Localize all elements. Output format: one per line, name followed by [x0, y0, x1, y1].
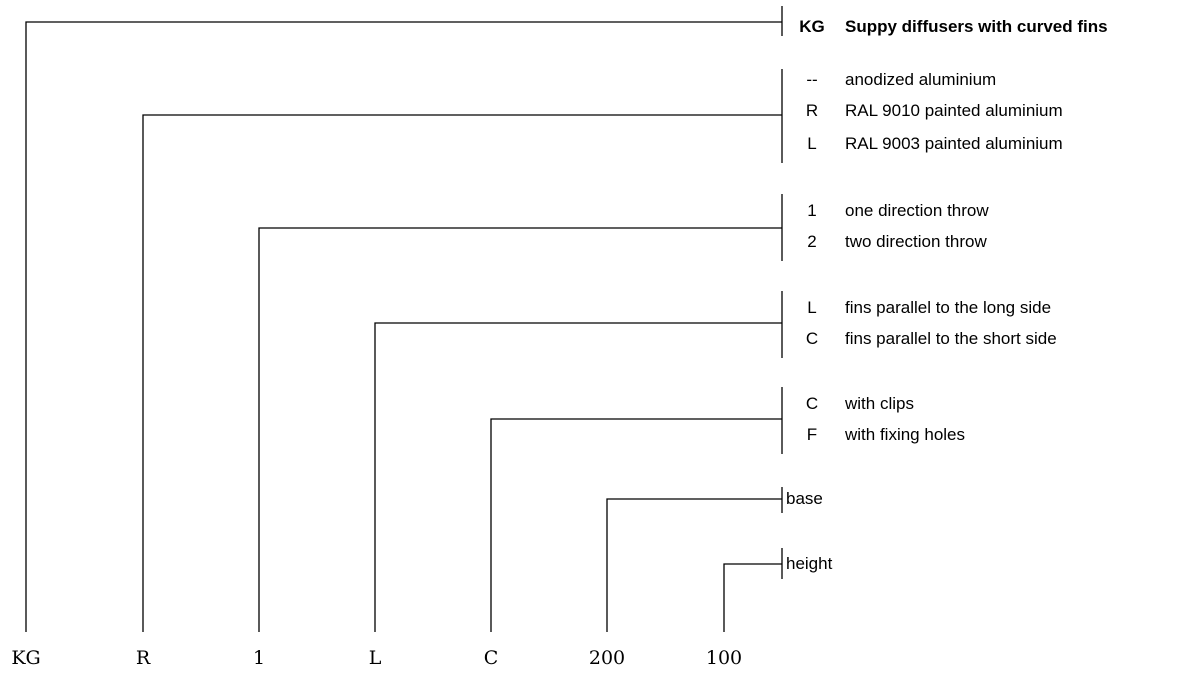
option-description: two direction throw [845, 232, 987, 251]
connector-line [490, 418, 782, 632]
code-segment-label: R [136, 647, 151, 669]
code-segment-label: 100 [706, 647, 742, 669]
option-description: RAL 9003 painted aluminium [845, 134, 1063, 153]
option-description: RAL 9010 painted aluminium [845, 101, 1063, 120]
connector-line [723, 563, 782, 632]
option-code: -- [806, 70, 817, 89]
connector-line [25, 21, 782, 632]
code-segment-label: C [484, 647, 499, 669]
code-segment-label: 1 [253, 647, 265, 669]
option-description: fins parallel to the long side [845, 298, 1051, 317]
connector-line [606, 498, 782, 632]
option-description: Suppy diffusers with curved fins [845, 17, 1108, 36]
option-description: base [786, 489, 823, 508]
option-code: KG [799, 17, 825, 36]
connector-line [374, 322, 782, 632]
code-segment-label: 200 [589, 647, 625, 669]
connector-line [142, 114, 782, 632]
option-description: height [786, 554, 833, 573]
option-description: one direction throw [845, 201, 989, 220]
option-code: R [806, 101, 818, 120]
option-code: C [806, 329, 818, 348]
option-code: L [807, 134, 816, 153]
option-description: with clips [844, 394, 914, 413]
option-code: 2 [807, 232, 816, 251]
option-code: L [807, 298, 816, 317]
code-segment-label: KG [11, 647, 40, 669]
option-description: fins parallel to the short side [845, 329, 1057, 348]
option-code: C [806, 394, 818, 413]
option-code: F [807, 425, 817, 444]
connector-line [258, 227, 782, 632]
code-segment-label: L [369, 647, 382, 669]
option-description: anodized aluminium [845, 70, 996, 89]
option-description: with fixing holes [844, 425, 965, 444]
option-code: 1 [807, 201, 816, 220]
